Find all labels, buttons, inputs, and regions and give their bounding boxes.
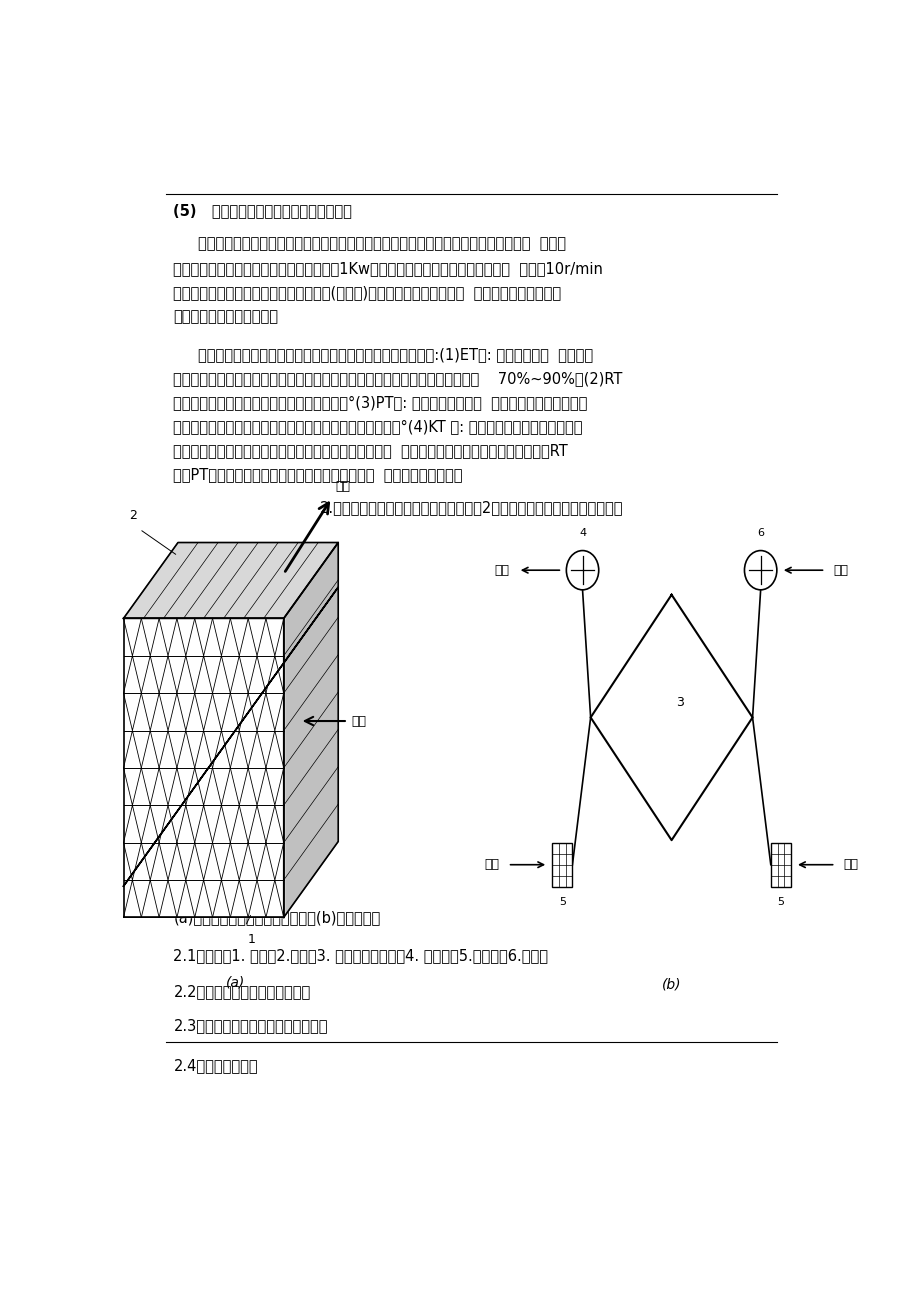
Text: (a): (a) bbox=[226, 975, 245, 990]
Text: 排风: 排风 bbox=[494, 564, 509, 577]
Text: 塑料层，有较强的耔腐蚀性，主要回收显热。适用于电镀  车间、电机试验室、动物饲养房等。对RT: 塑料层，有较强的耔腐蚀性，主要回收显热。适用于电镀 车间、电机试验室、动物饲养房… bbox=[174, 443, 568, 458]
Bar bbox=[770, 842, 790, 887]
Text: 腐蚀铝合金答制成，有优良的吸湿性能，可同时回收显热与潜热。全热效率可达    70%~90%。(2)RT: 腐蚀铝合金答制成，有优良的吸湿性能，可同时回收显热与潜热。全热效率可达 70%~… bbox=[174, 371, 622, 385]
Text: 2.4、设备费用较低: 2.4、设备费用较低 bbox=[174, 1059, 258, 1074]
Text: 排风: 排风 bbox=[335, 480, 349, 493]
Text: 进行显热交换。适用于厨房、印染厂及特殊的工业通风系统°(4)KT 型: 由耐腐蚀铝合金答制成，外涂: 进行显热交换。适用于厨房、印染厂及特殊的工业通风系统°(4)KT 型: 由耐腐蚀… bbox=[174, 419, 583, 434]
Text: (b): (b) bbox=[661, 978, 681, 992]
Text: (a)板翅式全热交换器结构示意图；(b)热回收系统: (a)板翅式全热交换器结构示意图；(b)热回收系统 bbox=[174, 910, 380, 926]
Bar bbox=[551, 842, 572, 887]
Text: 左右的速度缓慢旋转。从而把排风中热量(或冷量)贮蓄起来，然后再传递到  进风中。一般情况下，: 左右的速度缓慢旋转。从而把排风中热量(或冷量)贮蓄起来，然后再传递到 进风中。一… bbox=[174, 285, 561, 301]
Text: 进、排风均应装设过滤器。: 进、排风均应装设过滤器。 bbox=[174, 310, 278, 324]
Text: 1: 1 bbox=[247, 934, 255, 947]
Text: 2: 2 bbox=[129, 509, 137, 522]
Text: 4: 4 bbox=[578, 529, 585, 538]
Text: 新风: 新风 bbox=[351, 715, 366, 728]
Text: 3: 3 bbox=[675, 697, 683, 710]
Polygon shape bbox=[123, 618, 283, 918]
Circle shape bbox=[743, 551, 776, 590]
Polygon shape bbox=[123, 543, 338, 618]
Text: 分别与进风和排风管相连。电动机功率小于1Kw，装在边角通过三角皮带带动转轮蓄  热体以10r/min: 分别与进风和排风管相连。电动机功率小于1Kw，装在边角通过三角皮带带动转轮蓄 热… bbox=[174, 262, 603, 276]
Text: 排风: 排风 bbox=[843, 858, 857, 871]
Text: 5: 5 bbox=[777, 897, 784, 906]
Text: 2.2、没有转动设备，不消耗电力: 2.2、没有转动设备，不消耗电力 bbox=[174, 984, 311, 1000]
Text: 6: 6 bbox=[756, 529, 764, 538]
Polygon shape bbox=[283, 543, 338, 918]
Text: 型：由纯铝答制成，无吸湿量，主要回收显热°(3)PT型: 由耐腐蚀铝合金答  制成，能耐较高的温度，: 型：由纯铝答制成，无吸湿量，主要回收显热°(3)PT型: 由耐腐蚀铝合金答 制成… bbox=[174, 395, 587, 410]
Text: 2.3、不需要中间热媒，没有温差损失: 2.3、不需要中间热媒，没有温差损失 bbox=[174, 1018, 327, 1034]
Text: 2.1、图片中1. 翅片；2.隔板；3. 板翅式热交换器；4. 排风机；5.过滤器；6.新风机: 2.1、图片中1. 翅片；2.隔板；3. 板翅式热交换器；4. 排风机；5.过滤… bbox=[174, 948, 548, 963]
Text: 转轮式热交换器由于转轮蓄热体的材料不同，可分为四种类型:(1)ET型: 由覆有吸湿性  涂层的抗: 转轮式热交换器由于转轮蓄热体的材料不同，可分为四种类型:(1)ET型: 由覆有吸… bbox=[198, 346, 592, 362]
Text: (5)   有少量渗漏，无法完全避免交叉污染: (5) 有少量渗漏，无法完全避免交叉污染 bbox=[174, 203, 352, 219]
Text: 转轮式热交换器由转轮蓄热体、驱动电动机、控制器及外壳等部分组成。外壳分隔成两  部分，: 转轮式热交换器由转轮蓄热体、驱动电动机、控制器及外壳等部分组成。外壳分隔成两 部… bbox=[198, 237, 565, 251]
Text: 型、PT型，当转轮温度低于排风露点温度时，则能  对新风起加湿作用。: 型、PT型，当转轮温度低于排风露点温度时，则能 对新风起加湿作用。 bbox=[174, 467, 462, 482]
Text: 2.板翅式全热交换器与热回收系统。（图2为板翅式全交换器与热回收系统）: 2.板翅式全热交换器与热回收系统。（图2为板翅式全交换器与热回收系统） bbox=[320, 500, 622, 516]
Text: 5: 5 bbox=[558, 897, 565, 906]
Text: 新风: 新风 bbox=[833, 564, 847, 577]
Text: 新风: 新风 bbox=[484, 858, 499, 871]
Circle shape bbox=[566, 551, 598, 590]
